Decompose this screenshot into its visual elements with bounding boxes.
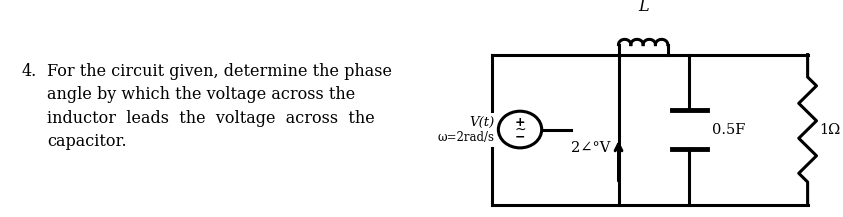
Text: 1Ω: 1Ω: [819, 123, 840, 136]
Text: ω=2rad/s: ω=2rad/s: [438, 131, 495, 143]
Text: −: −: [515, 131, 525, 143]
Text: ~: ~: [514, 123, 526, 136]
Text: V(t): V(t): [470, 115, 495, 128]
Text: 0.5F: 0.5F: [712, 123, 745, 136]
Text: angle by which the voltage across the: angle by which the voltage across the: [47, 86, 356, 103]
Text: For the circuit given, determine the phase: For the circuit given, determine the pha…: [47, 63, 392, 80]
Text: 4.: 4.: [22, 63, 37, 80]
Text: +: +: [515, 116, 525, 129]
Text: capacitor.: capacitor.: [47, 133, 127, 150]
Text: inductor  leads  the  voltage  across  the: inductor leads the voltage across the: [47, 110, 375, 127]
Text: 2∠°V: 2∠°V: [572, 141, 610, 155]
Text: L: L: [638, 0, 648, 15]
